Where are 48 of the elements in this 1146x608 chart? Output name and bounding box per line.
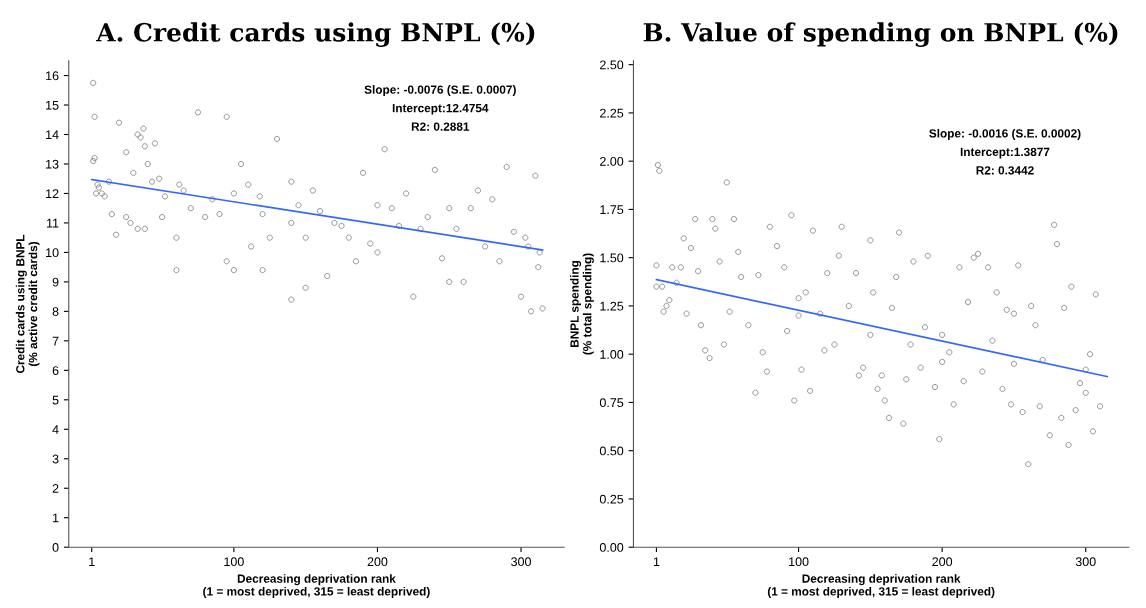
y-tick-label: 7: [52, 336, 59, 346]
y-tick-label: 0: [52, 543, 59, 552]
y-tick-label: 15: [46, 100, 59, 110]
y-tick-label: 1: [53, 513, 59, 523]
y-tick-label: 16: [46, 71, 59, 81]
y-tick-label: 2.50: [600, 60, 624, 70]
y-tick-label: 8: [52, 307, 59, 317]
x-axis-title: Decreasing deprivation rank (1 = most deprived, 315 = least deprived): [767, 574, 995, 598]
y-tick-label: 5: [52, 395, 59, 405]
x-tick-label: 1: [653, 557, 660, 566]
y-tick-label: 10: [46, 248, 59, 258]
y-tick-label: 3: [52, 454, 59, 464]
annotation: Slope: -0.0076 (S.E. 0.0007): [364, 85, 516, 97]
y-tick-label: 11: [47, 218, 59, 228]
y-tick-label: 2.25: [600, 108, 624, 118]
y-tick-label: 0.75: [599, 398, 624, 408]
y-axis-title: BNPL spending (% total spending): [570, 253, 594, 355]
x-axis-title: Decreasing deprivation rank (1 = most deprived, 315 = least deprived): [203, 574, 430, 598]
annotation: Slope: -0.0016 (S.E. 0.0002): [929, 128, 1081, 140]
y-tick-label: 1.75: [600, 205, 624, 215]
x-tick-label: 200: [367, 557, 388, 567]
x-tick-label: 300: [1075, 557, 1096, 567]
y-tick-label: 6: [52, 366, 59, 375]
x-tick-label: 200: [932, 557, 953, 567]
y-tick-label: 0.50: [599, 446, 624, 456]
chart-title: B. Value of spending on BNPL (%): [643, 22, 1118, 47]
y-tick-label: 2.00: [600, 156, 624, 166]
chart-title: A. Credit cards using BNPL (%): [96, 22, 535, 47]
annotation: R2: 0.3442: [976, 166, 1034, 175]
y-tick-label: 9: [52, 277, 59, 287]
x-tick-label: 100: [789, 557, 809, 567]
annotation: R2: 0.2881: [411, 122, 470, 131]
annotation: Intercept:1.3877: [960, 147, 1050, 159]
annotation: Intercept:12.4754: [392, 103, 489, 115]
y-tick-label: 4: [52, 425, 59, 434]
y-tick-label: 2: [52, 484, 59, 493]
y-tick-label: 1.50: [600, 253, 624, 263]
x-tick-label: 1: [89, 557, 95, 566]
y-tick-label: 0.00: [599, 543, 624, 552]
x-tick-label: 300: [511, 557, 531, 567]
y-tick-label: 1.25: [600, 301, 624, 311]
y-tick-label: 0.25: [599, 494, 624, 504]
y-tick-label: 13: [46, 159, 59, 169]
y-tick-label: 12: [46, 189, 59, 198]
y-axis-title: Credit cards using BNPL (% active credit cards): [15, 234, 40, 374]
x-tick-label: 100: [224, 557, 244, 567]
y-tick-label: 1.00: [600, 349, 624, 359]
y-tick-label: 14: [46, 130, 59, 140]
